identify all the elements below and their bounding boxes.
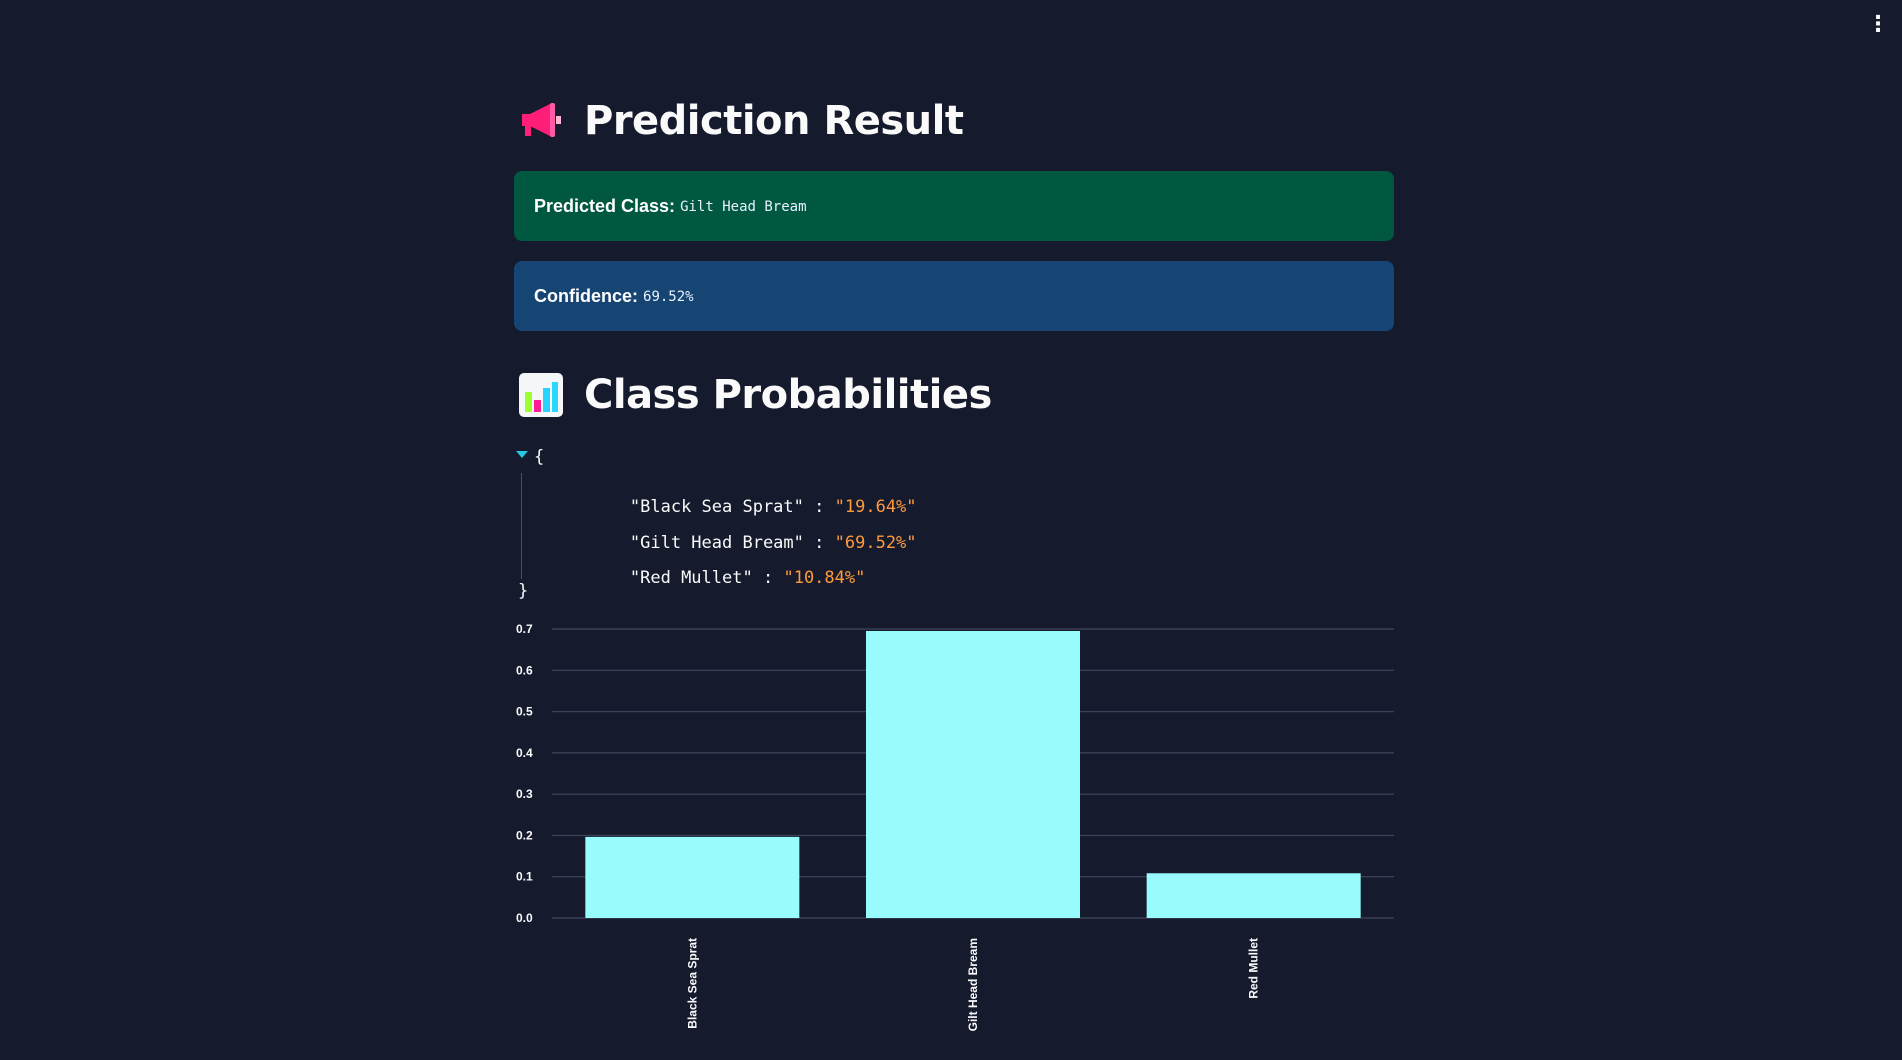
x-tick-label: Black Sea Sprat [685, 938, 699, 1029]
bar [1146, 873, 1361, 918]
json-value: "69.52%" [834, 533, 917, 553]
y-tick-label: 0.2 [516, 828, 533, 842]
probability-bar-chart[interactable]: 0.0 0.1 0.2 0.3 0.4 0.5 0.6 0.7 Black Sea Sprat G… [514, 618, 1394, 1060]
predicted-class-alert: Predicted Class: Gilt Head Bream [514, 171, 1394, 241]
json-open-brace: { [534, 447, 545, 467]
json-entry: "Black Sea Sprat" : "19.64%" [629, 497, 917, 517]
y-tick-label: 0.6 [516, 663, 533, 677]
class-probabilities-heading: Class Probabilities [518, 372, 992, 418]
bar [585, 836, 800, 918]
main-menu-button[interactable]: ⋮ [1864, 10, 1892, 38]
json-key: "Black Sea Sprat" [629, 497, 804, 517]
json-close-brace: } [518, 581, 529, 601]
y-tick-label: 0.3 [516, 787, 533, 801]
bar-chart-icon [518, 372, 564, 418]
class-probabilities-title: Class Probabilities [584, 372, 992, 418]
json-key: "Gilt Head Bream" [629, 533, 804, 553]
confidence-value: 69.52% [643, 289, 694, 305]
json-indent-guide [521, 473, 522, 579]
prediction-result-heading: Prediction Result [518, 98, 964, 144]
bar-chart-svg[interactable]: 0.0 0.1 0.2 0.3 0.4 0.5 0.6 0.7 Black Sea Sprat G… [514, 618, 1394, 1060]
prediction-result-title: Prediction Result [584, 98, 964, 144]
predicted-class-label: Predicted Class: [534, 195, 676, 216]
confidence-label: Confidence: [534, 285, 639, 306]
json-entry: "Red Mullet" : "10.84%" [629, 568, 866, 588]
confidence-alert: Confidence: 69.52% [514, 261, 1394, 331]
y-tick-label: 0.0 [516, 911, 533, 925]
json-value: "19.64%" [834, 497, 917, 517]
megaphone-icon [518, 98, 564, 144]
bar [866, 630, 1080, 918]
y-tick-label: 0.5 [516, 705, 533, 719]
x-tick-label: Gilt Head Bream [966, 938, 980, 1031]
x-tick-label: Red Mullet [1247, 938, 1261, 999]
json-value: "10.84%" [783, 568, 866, 588]
y-tick-label: 0.1 [516, 870, 533, 884]
y-tick-label: 0.7 [516, 622, 533, 636]
json-collapse-toggle-icon[interactable] [516, 451, 528, 458]
json-key: "Red Mullet" [629, 568, 753, 588]
y-tick-label: 0.4 [516, 746, 533, 760]
kebab-menu-icon: ⋮ [1867, 11, 1889, 36]
json-entry: "Gilt Head Bream" : "69.52%" [629, 533, 917, 553]
predicted-class-value: Gilt Head Bream [680, 199, 807, 215]
